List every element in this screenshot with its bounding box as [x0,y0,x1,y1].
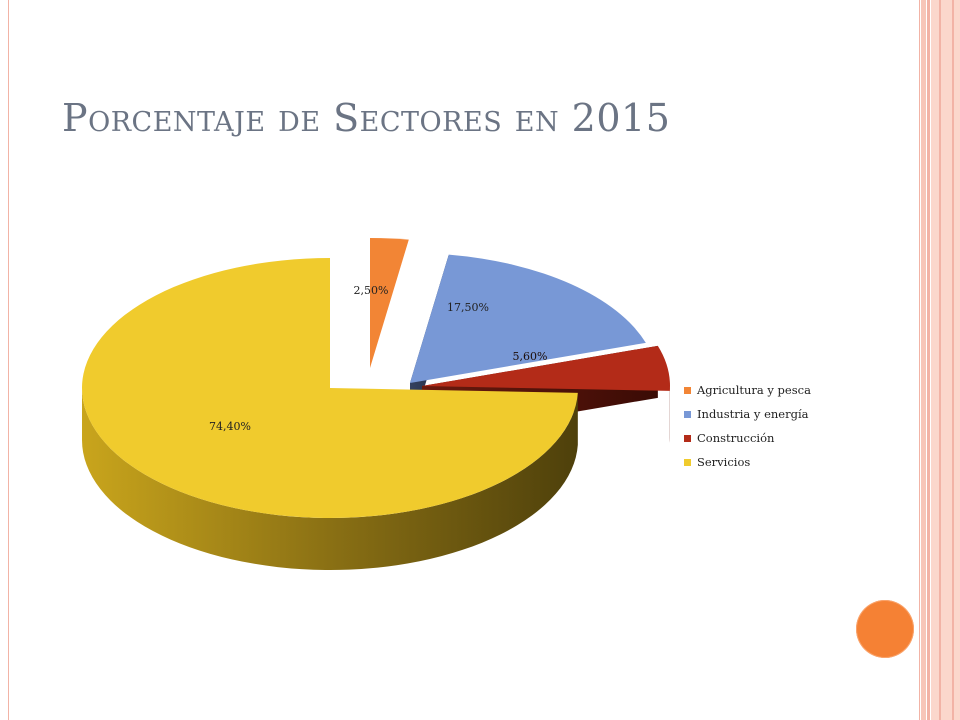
legend-item: Agricultura y pesca [684,378,811,402]
pie-slice-agricultura-y-pesca [370,238,409,368]
legend-item: Industria y energía [684,402,811,426]
edge-stripe [952,0,954,720]
pie-slice-side-servicios [81,388,578,571]
legend-swatch [684,434,691,442]
data-label: 74,40% [209,420,251,433]
pie-slice-industria-y-energ-a [410,254,646,383]
slide-title: Porcentaje de Sectores en 2015 [62,96,671,140]
edge-stripe [921,0,926,720]
legend-label: Servicios [697,455,751,469]
data-label: 5,60% [513,350,548,363]
data-label: 17,50% [447,301,489,314]
legend-swatch [684,458,691,466]
pie-slice-construcci-n [422,345,670,391]
legend-label: Agricultura y pesca [697,383,811,397]
legend-item: Construcción [684,426,811,450]
legend-label: Industria y energía [697,407,809,421]
pie-slice-servicios [81,258,578,519]
legend-swatch [684,410,691,418]
edge-stripe [939,0,941,720]
accent-circle [856,600,914,658]
legend-label: Construcción [697,431,775,445]
data-label: 2,50% [354,284,389,297]
edge-stripe [931,0,960,720]
legend-item: Servicios [684,450,811,474]
legend-swatch [684,386,691,394]
edge-stripe [927,0,930,720]
chart-legend: Agricultura y pesca Industria y energía Co… [684,378,811,474]
